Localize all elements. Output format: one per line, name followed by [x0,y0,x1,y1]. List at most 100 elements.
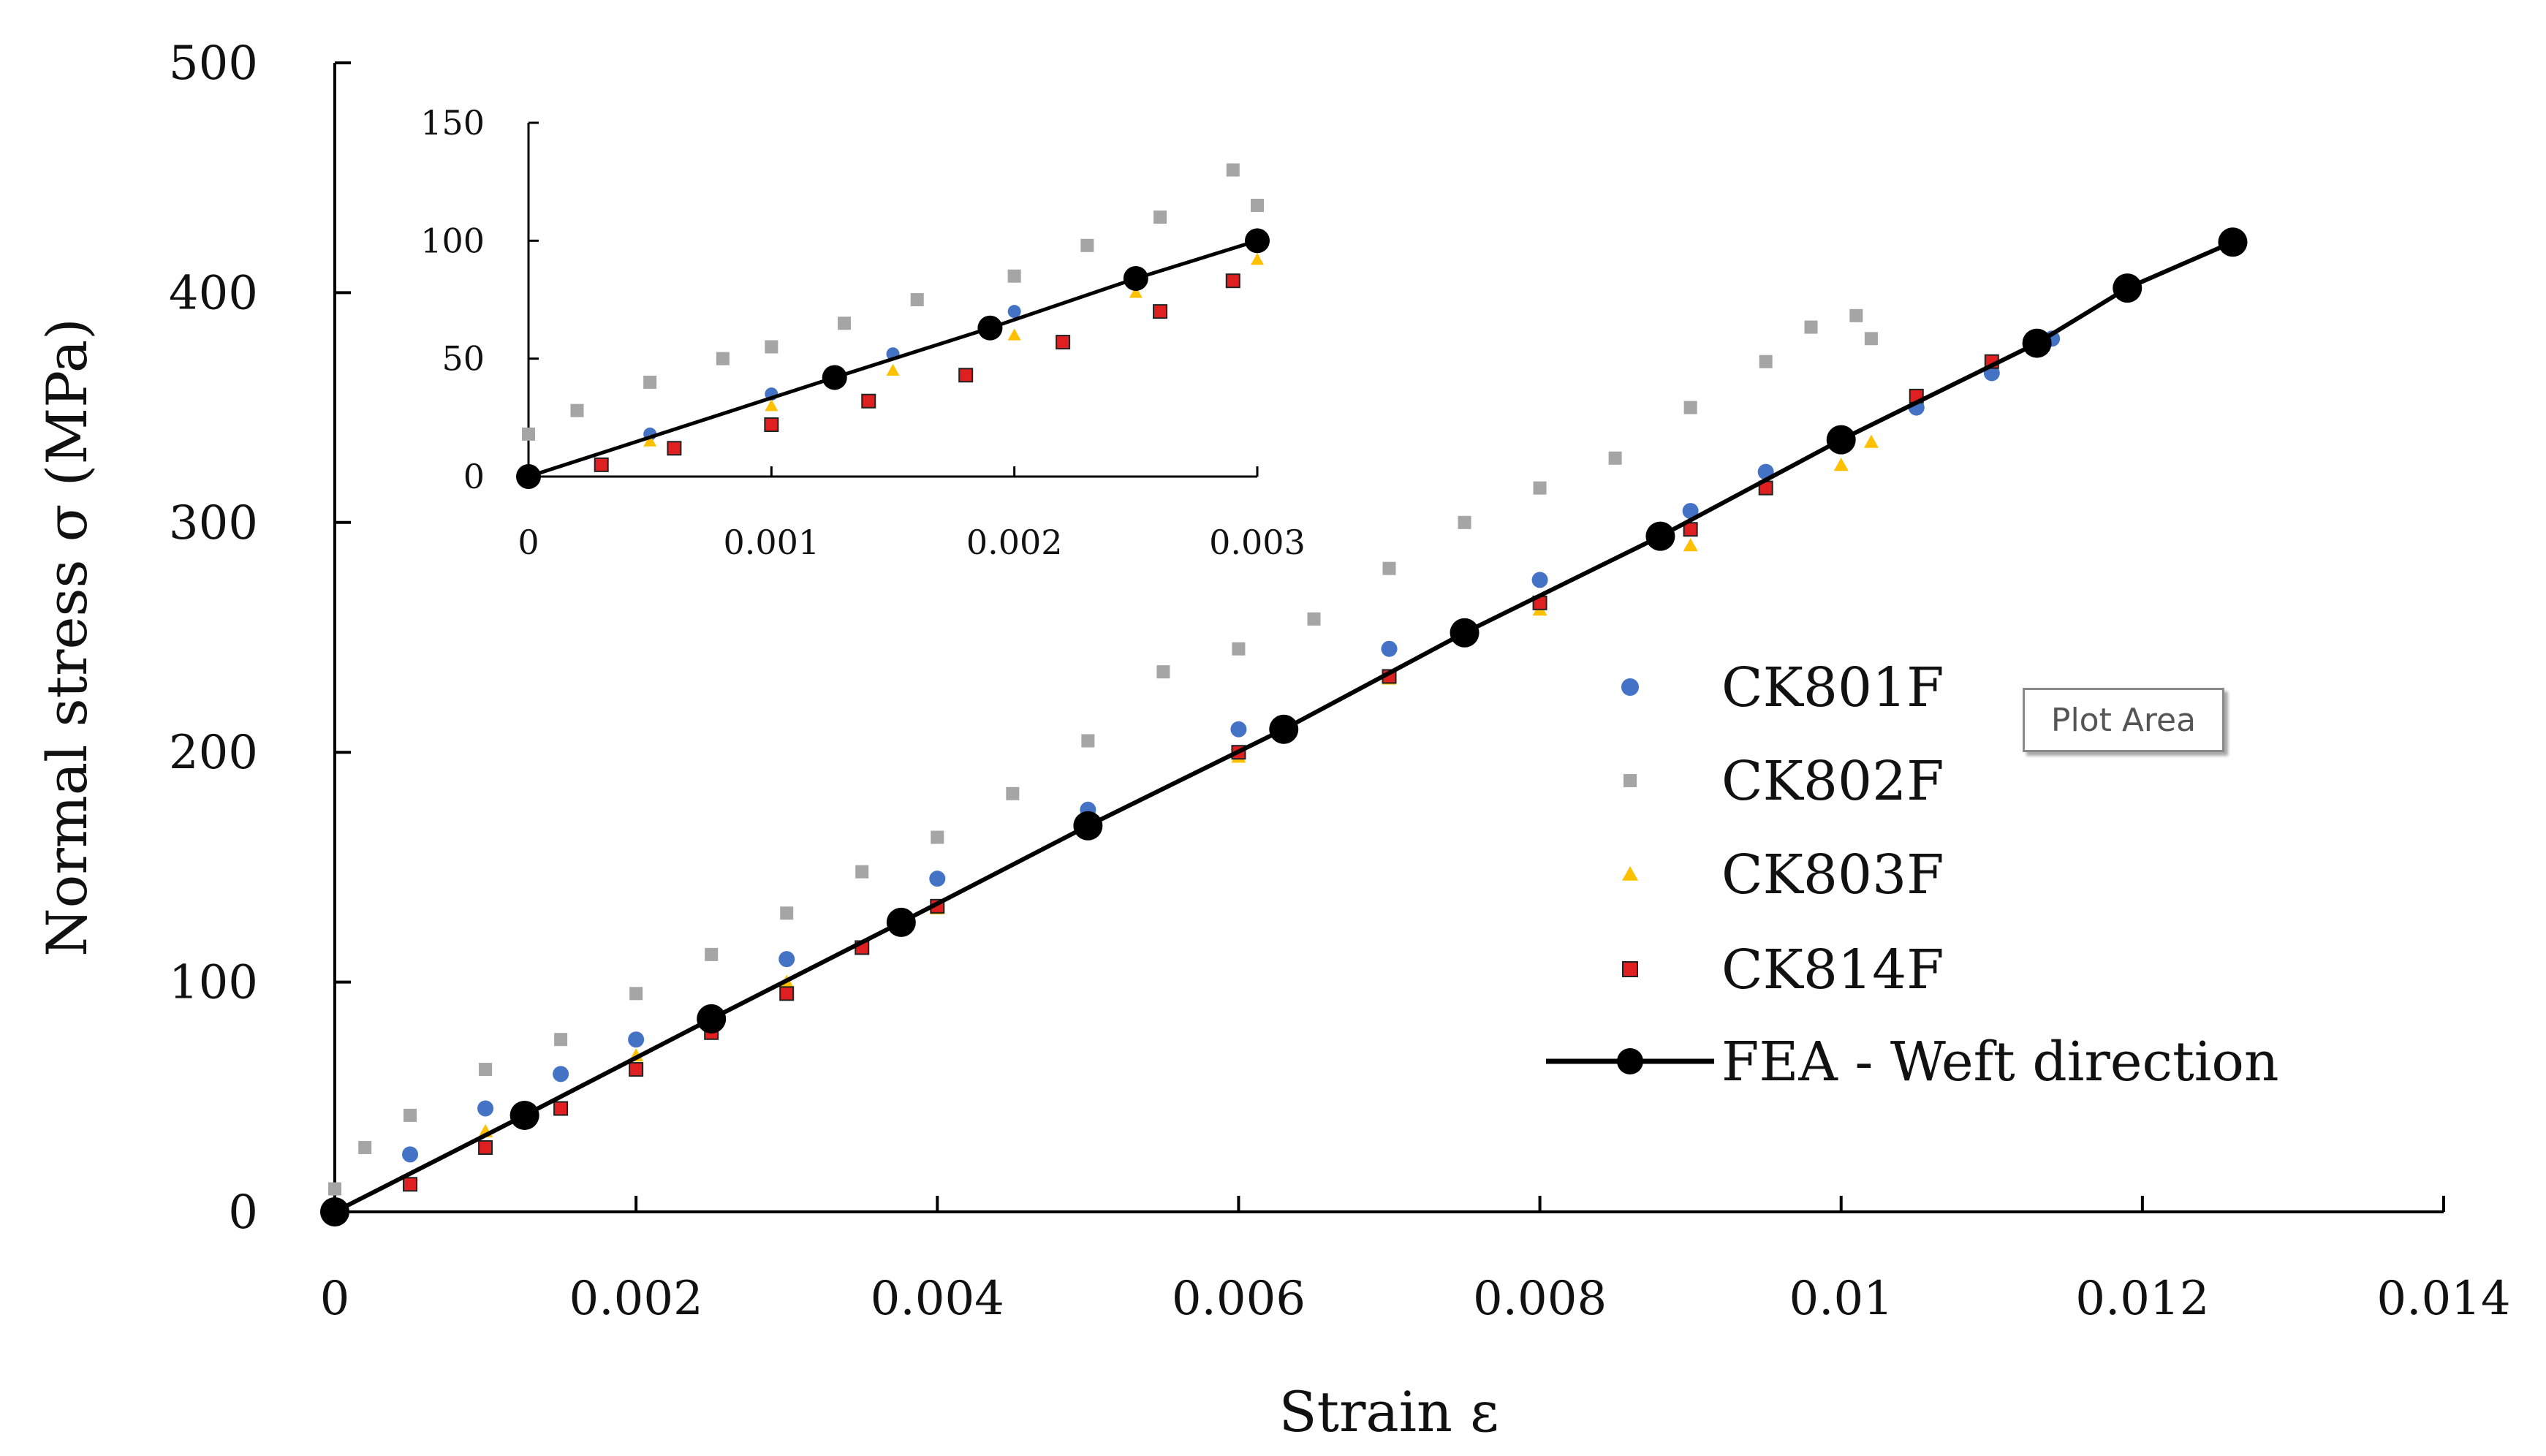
data-point-ck802f [1608,451,1622,465]
inset-point-ck802f [570,403,584,417]
legend-label: CK801F [1721,656,1944,719]
inset-point-ck802f [643,375,657,389]
data-point-ck814f [478,1140,493,1155]
inset-point-ck803f [643,434,657,447]
data-point-ck801f [1230,721,1247,738]
fea-line [333,240,2234,1214]
data-point-ck802f [1156,665,1170,679]
inset-x-tick-label: 0.003 [1209,523,1306,562]
y-tick-label: 200 [169,726,258,780]
inset-x-tick-label: 0 [518,523,539,562]
legend-label: CK814F [1721,939,1944,1001]
inset-point-ck802f [522,427,535,441]
data-point-fea-weft-direction [886,907,916,937]
data-point-ck814f [1683,522,1698,537]
data-point-fea-weft-direction [2022,328,2052,358]
data-point-fea-weft-direction [509,1100,539,1130]
data-point-ck803f [1863,434,1879,448]
x-tick-label: 0.01 [1789,1272,1893,1326]
y-tick-label: 400 [169,266,258,320]
data-point-fea-weft-direction [1073,811,1103,841]
data-point-ck802f [1533,481,1547,495]
inset-x-tick-label: 0.002 [966,523,1063,562]
data-point-ck814f [403,1177,418,1192]
legend-label: CK802F [1721,750,1944,813]
inset-point-ck803f [1129,286,1143,298]
x-axis-title: Strain ε [1278,1379,1499,1444]
inset-y-tick-label: 150 [420,103,485,143]
data-point-ck802f [1849,308,1863,322]
data-point-fea-weft-direction [697,1004,727,1034]
inset-point-fea-weft-direction [977,315,1003,341]
inset-point-ck802f [1251,198,1264,212]
inset-point-fea-weft-direction [516,464,541,489]
inset-background [389,96,1325,579]
data-point-ck802f [554,1033,568,1047]
data-point-fea-weft-direction [1645,521,1675,551]
inset-point-ck803f [886,363,900,376]
inset-point-ck814f [1153,304,1168,319]
data-point-ck802f [479,1063,493,1077]
data-point-ck802f [1864,332,1878,346]
inset-point-ck814f [861,393,876,409]
data-point-ck802f [855,865,869,879]
data-point-ck802f [1804,320,1818,334]
data-point-ck801f [1531,572,1548,588]
data-point-ck801f [402,1146,419,1163]
data-point-ck802f [1006,786,1020,800]
y-tick-label: 100 [169,956,258,1010]
legend-marker-ck814f [1622,961,1638,977]
x-tick-label: 0.006 [1172,1272,1306,1326]
main-axes: 0 0.002 0.004 0.006 0.008 0.01 0.012 0.014 0 100 2… [34,37,2511,1444]
inset-point-ck802f [1007,269,1021,283]
data-point-ck801f [929,871,946,887]
data-point-ck802f [328,1182,341,1196]
data-point-fea-weft-direction [1450,618,1480,648]
inset-point-ck802f [1153,211,1167,224]
data-point-ck802f [780,906,794,920]
inset-point-fea-weft-direction [1123,265,1148,291]
data-point-ck802f [1081,734,1095,748]
y-tick-label: 300 [169,496,258,550]
inset-point-ck802f [1226,163,1240,177]
data-point-ck801f [778,951,795,968]
data-point-ck802f [1382,561,1396,575]
data-point-ck802f [931,830,944,844]
data-point-ck814f [629,1062,644,1077]
data-point-ck802f [629,987,643,1001]
inset-point-ck814f [1056,335,1071,350]
x-tick-label: 0.004 [871,1272,1004,1326]
data-point-ck802f [1232,642,1246,656]
x-tick-label: 0.008 [1473,1272,1607,1326]
x-tick-label: 0.012 [2075,1272,2209,1326]
inset-point-ck814f [594,457,609,472]
data-point-ck803f [1833,458,1849,471]
legend-marker-fea-weft-direction [1617,1048,1643,1074]
inset-y-tick-label: 100 [420,221,485,260]
legend-label: FEA - Weft direction [1721,1031,2279,1093]
data-point-ck814f [779,986,795,1001]
inset-point-ck803f [1007,328,1021,341]
data-point-fea-weft-direction [1269,714,1299,744]
data-point-ck801f [1682,503,1699,520]
data-point-ck801f [477,1100,494,1117]
data-point-ck802f [1458,515,1471,529]
y-axis-title: Normal stress σ (MPa) [34,318,99,957]
inset-point-ck802f [838,316,852,330]
data-point-fea-weft-direction [2218,227,2248,257]
data-point-ck802f [404,1108,417,1122]
data-point-ck801f [1381,640,1398,657]
data-point-ck802f [1683,401,1697,414]
inset-series-marks [516,163,1270,489]
inset-point-ck802f [716,352,730,365]
data-point-fea-weft-direction [2113,273,2142,303]
y-tick-label: 0 [228,1186,258,1240]
inset-point-fea-weft-direction [1245,228,1270,254]
data-point-ck802f [1307,612,1321,626]
legend: CK801F CK802F CK803F CK814F FEA - Weft direc… [1546,656,2279,1093]
legend-marker-ck801f [1621,678,1639,696]
inset-point-ck802f [1080,238,1094,252]
inset-y-tick-label: 0 [463,457,485,496]
main-series-marks [320,227,2248,1226]
inset-point-ck814f [667,441,682,456]
